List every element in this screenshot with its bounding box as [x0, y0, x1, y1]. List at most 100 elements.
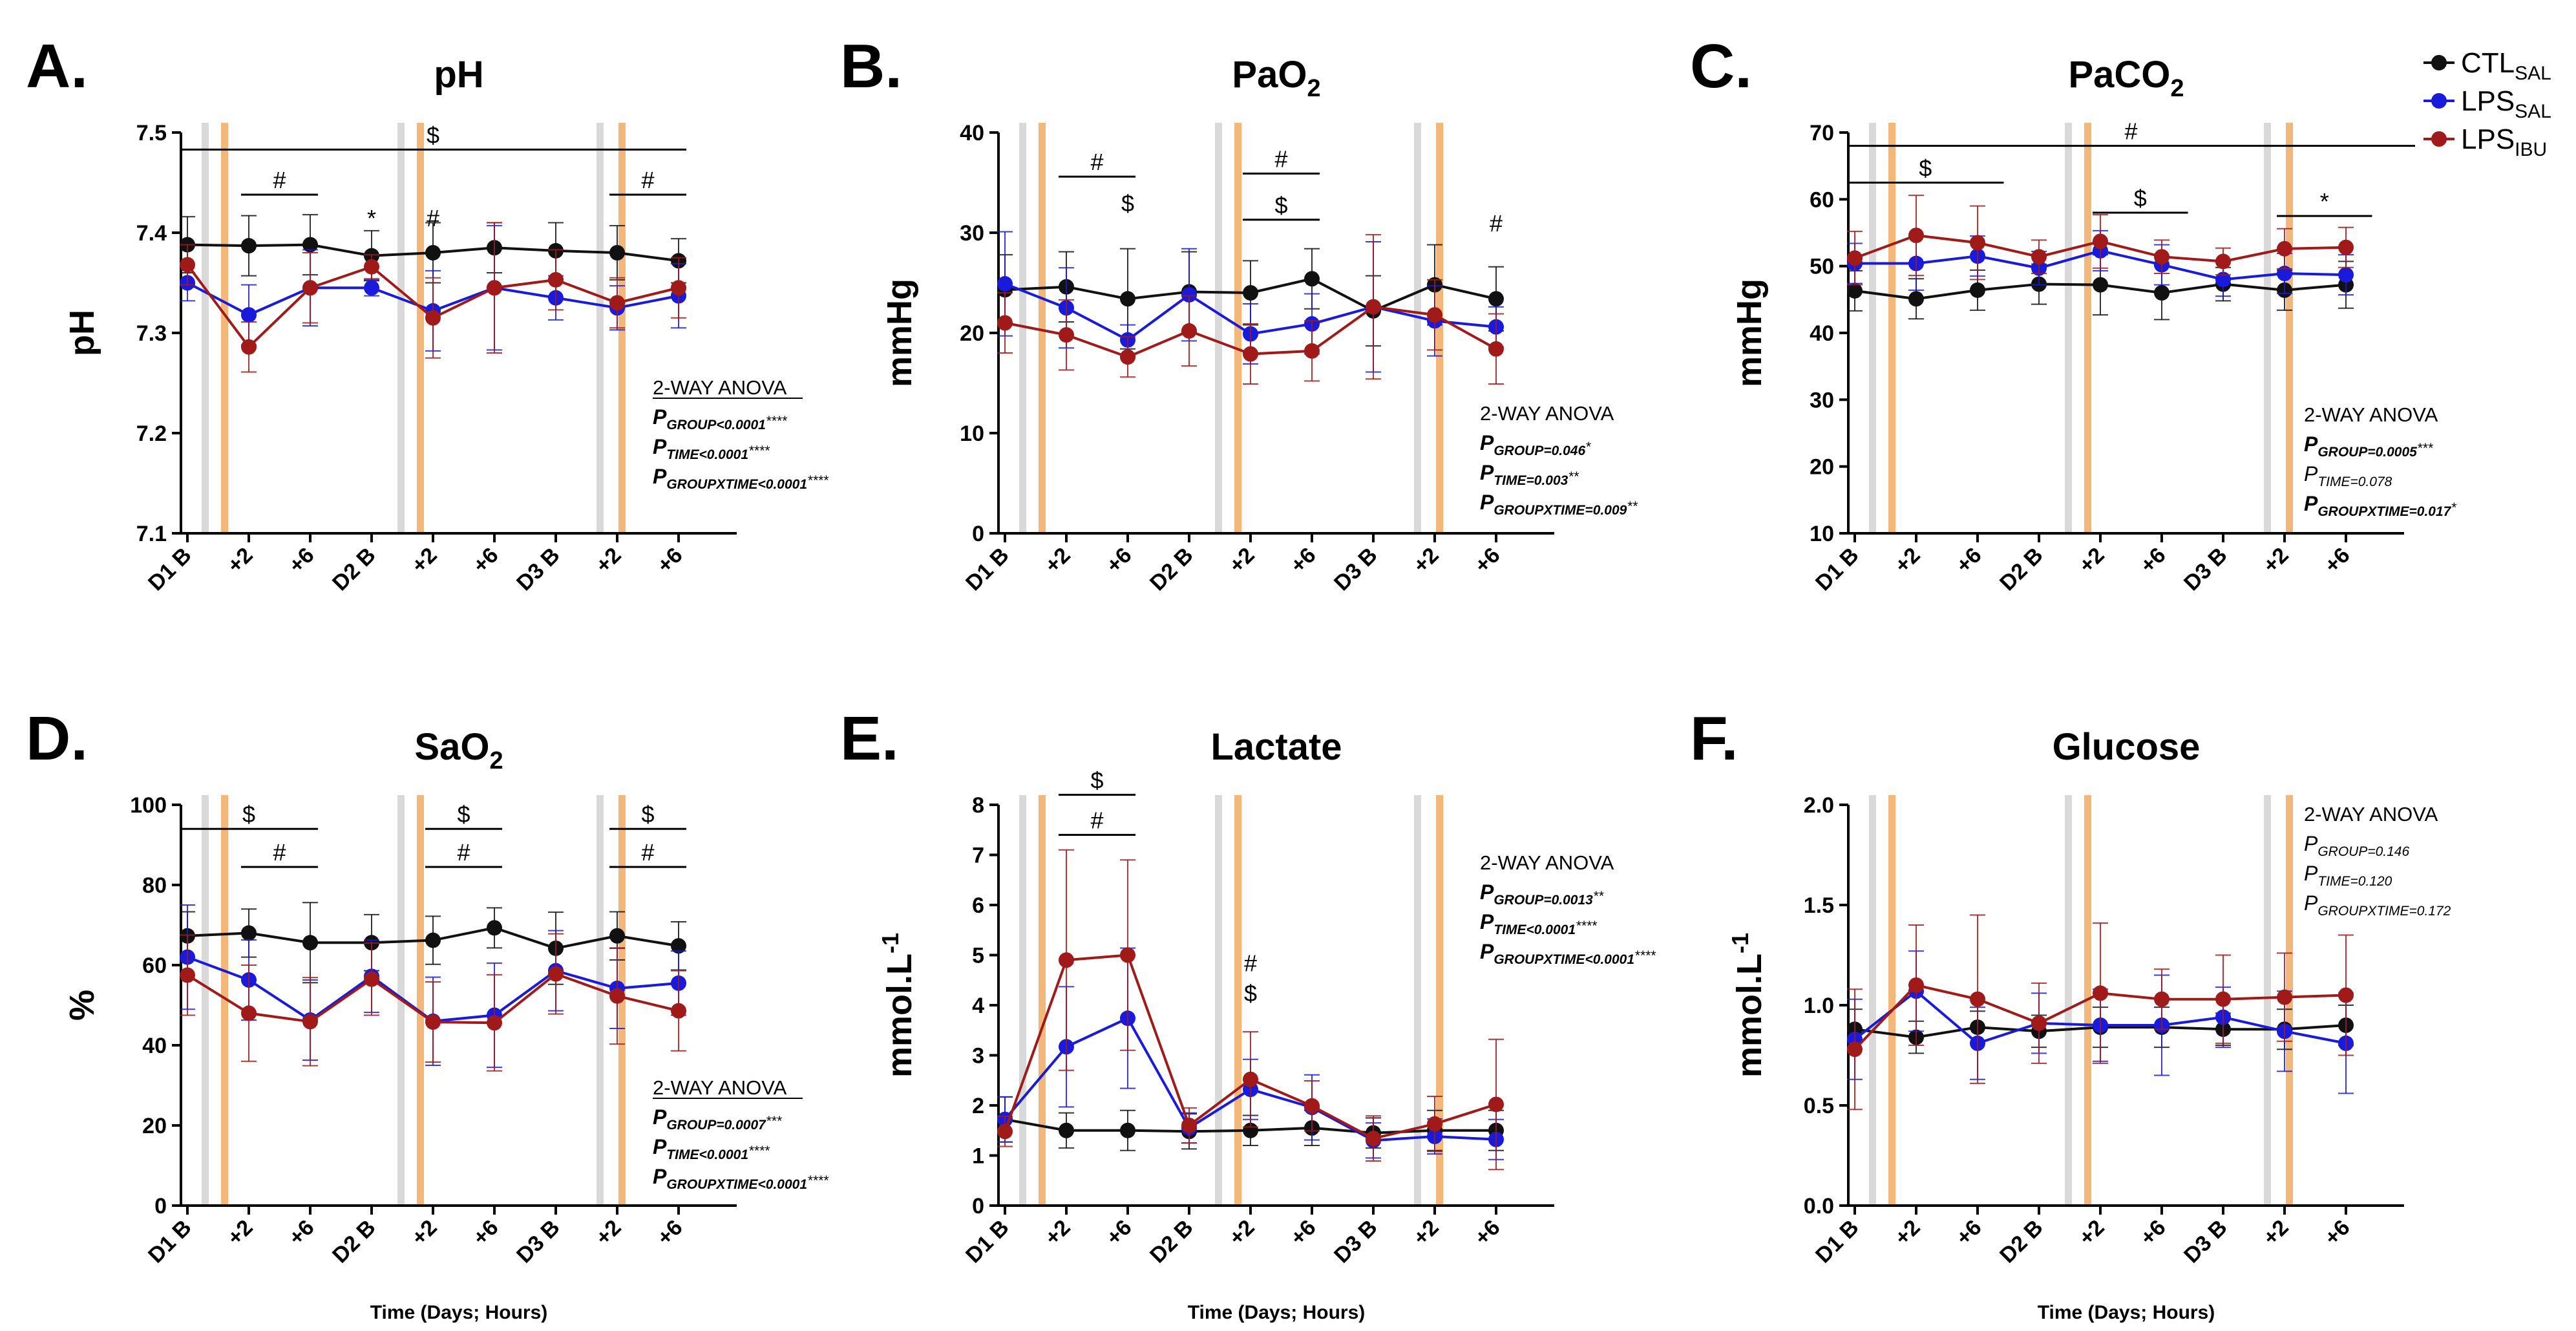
x-tick-label: D1 B	[143, 1215, 196, 1268]
y-tick-label: 40	[142, 1034, 167, 1058]
data-point	[2338, 239, 2354, 255]
data-point	[2093, 985, 2108, 1001]
data-point	[425, 1014, 441, 1030]
significance-mark: *	[2320, 188, 2329, 215]
x-tick-label: +6	[2135, 1215, 2170, 1250]
data-point	[1970, 235, 1985, 251]
data-point	[1427, 307, 1442, 323]
anova-stats: 2-WAY ANOVA PGROUP=0.0007***PTIME<0.0001*…	[653, 1076, 829, 1192]
y-tick-label: 30	[1810, 388, 1834, 412]
x-tick-label: D1 B	[1811, 543, 1864, 596]
anova-line: PGROUP=0.0007***	[653, 1105, 782, 1133]
y-tick-label: 60	[142, 953, 167, 978]
x-tick-label: +2	[591, 1215, 626, 1250]
significance-mark: #	[427, 205, 439, 231]
legend-marker	[2431, 93, 2447, 109]
anova-line: PGROUP=0.0005***	[2304, 432, 2433, 460]
legend-label: LPSIBU	[2461, 123, 2547, 160]
y-axis-label: mmHg	[1730, 279, 1769, 387]
significance-mark: #	[1274, 146, 1287, 173]
x-tick-label: +2	[1890, 1215, 1925, 1250]
data-point	[2277, 240, 2292, 257]
x-tick-label: +6	[1470, 543, 1504, 578]
data-point	[2277, 266, 2292, 282]
data-point	[548, 966, 564, 982]
intervention-stripe	[2084, 123, 2091, 533]
y-axis-label: mmol.L-1	[1727, 933, 1769, 1078]
y-tick-label: 20	[960, 321, 984, 346]
data-point	[364, 259, 379, 275]
x-tick-label: +6	[652, 543, 687, 578]
y-tick-label: 3	[972, 1044, 984, 1069]
intervention-stripe	[1869, 123, 1876, 533]
anova-line: PGROUPXTIME=0.009**	[1480, 491, 1638, 518]
y-tick-label: 7.1	[136, 522, 167, 546]
data-point	[1304, 343, 1320, 359]
y-tick-label: 10	[960, 421, 984, 446]
intervention-stripe	[417, 123, 424, 533]
x-axis-title: Time (Days; Hours)	[370, 1302, 548, 1323]
data-point	[2215, 991, 2231, 1007]
x-tick-label: +6	[1285, 543, 1320, 578]
data-point	[2154, 285, 2170, 301]
data-point	[425, 932, 441, 948]
x-tick-label: +2	[1040, 543, 1075, 578]
significance-mark: #	[273, 839, 286, 866]
data-point	[2215, 253, 2231, 270]
data-point	[548, 272, 564, 288]
y-tick-label: 7.3	[136, 321, 167, 346]
data-point	[487, 1015, 502, 1031]
data-point	[487, 920, 502, 936]
series-lps-ibu	[180, 933, 686, 1072]
significance-mark: #	[457, 839, 470, 866]
anova-line: PTIME=0.078	[2304, 462, 2392, 489]
significance-mark: $	[427, 122, 439, 148]
data-point	[1120, 291, 1135, 307]
intervention-stripe	[397, 123, 405, 533]
panel-letter: E.	[840, 704, 899, 773]
y-tick-label: 2.0	[1804, 793, 1834, 818]
significance-mark: #	[1090, 807, 1103, 834]
significance-mark: #	[641, 167, 654, 193]
data-point	[364, 280, 379, 296]
data-point	[1181, 323, 1197, 339]
y-axis-label: %	[63, 990, 101, 1021]
x-tick-label: D3 B	[2179, 1215, 2232, 1268]
y-tick-label: 7.4	[136, 221, 167, 246]
data-point	[1488, 341, 1504, 357]
significance-mark: $	[1090, 767, 1103, 794]
significance-mark: #	[273, 167, 286, 193]
x-tick-label: +6	[1951, 1215, 1986, 1250]
data-point	[1488, 291, 1504, 307]
data-point	[2154, 991, 2170, 1007]
data-point	[1120, 1122, 1135, 1138]
data-point	[997, 276, 1013, 292]
data-point	[1847, 1041, 1863, 1058]
data-point	[241, 925, 257, 941]
significance-mark: $	[1919, 155, 1932, 182]
panel-letter: F.	[1690, 704, 1738, 773]
x-tick-label: D3 B	[512, 543, 565, 596]
x-tick-label: +6	[652, 1215, 687, 1250]
anova-line: PGROUP=0.146	[2304, 832, 2409, 859]
panel-letter: C.	[1690, 32, 1752, 101]
intervention-stripe	[1436, 123, 1443, 533]
data-point	[1059, 952, 1074, 968]
chart-title: PaCO2	[2068, 54, 2184, 102]
anova-line: PTIME<0.0001****	[1480, 910, 1598, 937]
x-tick-label: D1 B	[1811, 1215, 1864, 1268]
anova-title: 2-WAY ANOVA	[653, 376, 787, 399]
chart-panel-c: C. PaCO2 10 20 30 40 50 60 70 mmHg D1 B +2 +6 D2 B +2 +…	[1690, 32, 2456, 595]
intervention-stripe	[1039, 795, 1046, 1206]
x-axis-title: Time (Days; Hours)	[2038, 1302, 2215, 1323]
data-point	[1304, 271, 1320, 287]
x-tick-label: D3 B	[1329, 543, 1382, 596]
data-point	[609, 295, 625, 311]
anova-stats: 2-WAY ANOVA PGROUP=0.0013**PTIME<0.0001**…	[1480, 851, 1656, 967]
x-tick-label: D3 B	[512, 1215, 565, 1268]
x-tick-label: D2 B	[1995, 543, 2048, 596]
data-point	[2154, 249, 2170, 265]
chart-title: Glucose	[2053, 726, 2201, 768]
intervention-stripe	[417, 795, 424, 1206]
